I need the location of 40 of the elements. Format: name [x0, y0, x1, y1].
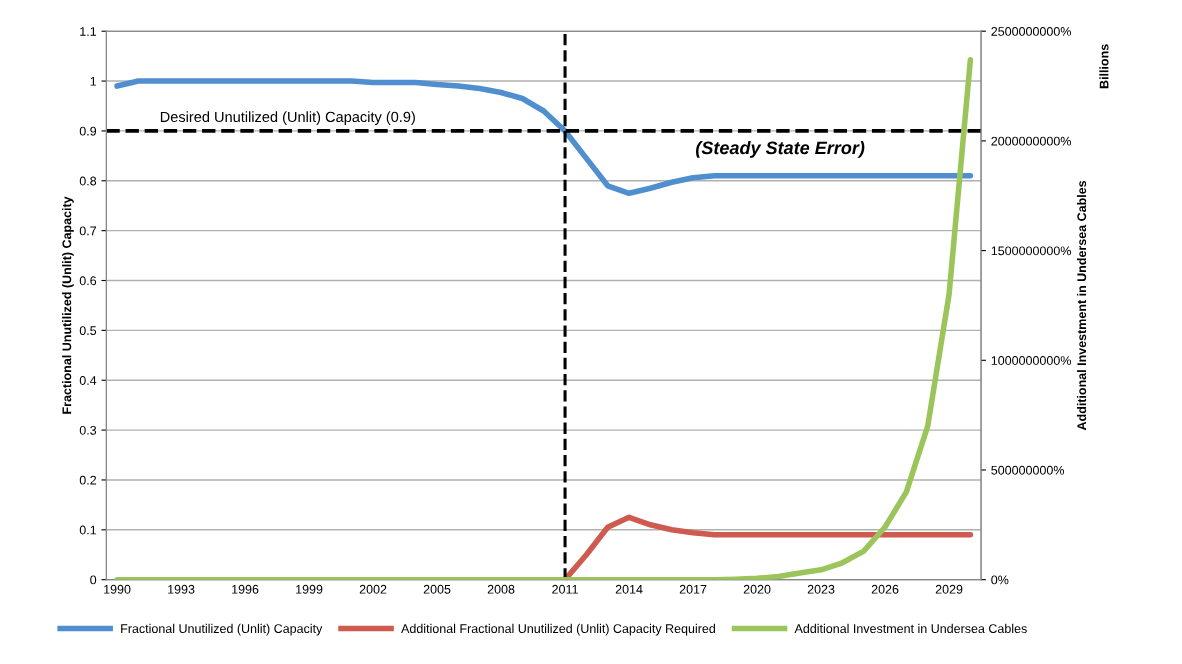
x-tick-label: 2008 [487, 584, 515, 594]
y-tick-label: 0.9 [79, 126, 97, 136]
y-tick-label: 1.1 [80, 27, 97, 36]
x-tick-label: 1990 [104, 584, 131, 594]
ref-line-label: Desired Unutilized (Unlit) Capacity (0.9) [160, 111, 415, 125]
y-tick-label: 0.4 [79, 376, 97, 385]
legend-label: Additional Fractional Unutilized (Unlit) Capacity Required [401, 623, 715, 636]
x-tick-label: 1993 [168, 584, 195, 594]
y2-axis-title: Additional Investment in Undersea Cables [1076, 180, 1087, 431]
y2-tick-label: 1500000000% [991, 246, 1071, 256]
legend-label: Additional Investment in Undersea Cables [794, 623, 1027, 634]
y2-tick-label: 2000000000% [991, 136, 1071, 146]
y2-tick-label: 1000000000% [991, 356, 1071, 365]
annotation: (Steady State Error) [695, 140, 865, 158]
legend-label: Fractional Unutilized (Unlit) Capacity [121, 623, 323, 636]
x-tick-label: 2017 [679, 584, 707, 594]
x-tick-label: 2029 [935, 584, 963, 594]
x-tick-label: 2014 [615, 584, 643, 594]
y-tick-label: 0.3 [79, 425, 97, 435]
x-tick-label: 2020 [743, 584, 771, 594]
x-tick-label: 1996 [232, 584, 259, 594]
y2-tick-label: 500000000% [991, 465, 1065, 475]
y-tick-label: 0.5 [79, 326, 97, 336]
y-tick-label: 1 [90, 77, 97, 86]
y-tick-label: 0.1 [79, 525, 97, 535]
x-tick-label: 2011 [552, 584, 578, 594]
x-tick-label: 2002 [359, 584, 387, 594]
x-tick-label: 2005 [423, 584, 451, 594]
y-tick-label: 0.8 [79, 176, 97, 186]
y-tick-label: 0.7 [79, 226, 97, 236]
x-tick-label: 2026 [871, 584, 899, 594]
y2-tick-label: 0% [991, 575, 1009, 585]
x-tick-label: 1999 [296, 584, 323, 594]
x-tick-label: 2023 [807, 584, 835, 594]
text: Billions [1099, 44, 1109, 89]
y-axis-title: Fractional Unutilized (Unlit) Capacity [62, 196, 74, 414]
y2-tick-label: 2500000000% [991, 27, 1071, 36]
y-tick-label: 0 [90, 575, 97, 585]
y-tick-label: 0.2 [79, 475, 97, 485]
y-tick-label: 0.6 [79, 276, 97, 286]
